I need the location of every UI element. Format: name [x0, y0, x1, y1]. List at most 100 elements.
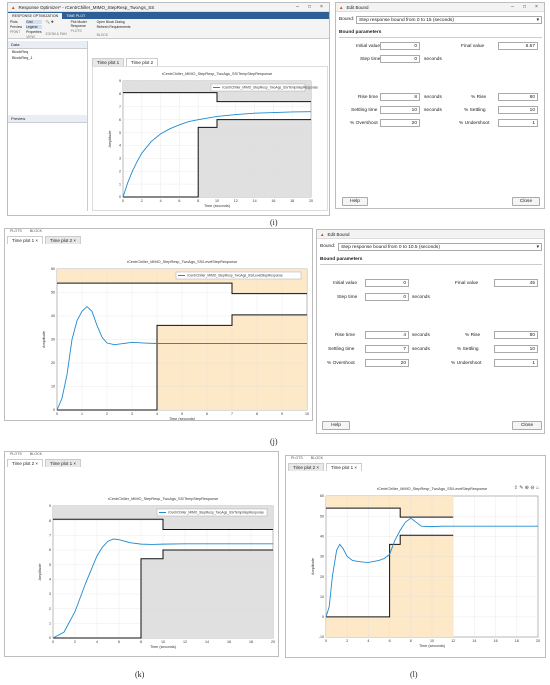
initial-value-label: Initial value	[356, 44, 380, 49]
properties-button[interactable]: Properties	[26, 30, 42, 34]
y-tick-label: 4	[119, 144, 121, 148]
x-tick-label: 6	[118, 640, 120, 644]
y-axis-label: Amplitude	[42, 331, 46, 348]
tab-time-plot-2[interactable]: Time plot 2 ×	[7, 459, 43, 467]
minimize-button[interactable]: –	[296, 4, 299, 10]
legend-button[interactable]: Legend	[26, 25, 42, 29]
grid-button[interactable]: Grid	[26, 20, 42, 24]
minimize-button[interactable]: –	[511, 4, 514, 10]
final-value-field[interactable]: 6.67	[498, 42, 538, 50]
y-axis-label: Amplitude	[311, 558, 315, 575]
y-tick-label: 9	[119, 79, 121, 83]
x-axis-label: Time (seconds)	[169, 417, 196, 421]
close-window-button[interactable]: ×	[320, 4, 323, 10]
y-tick-label: 3	[119, 157, 121, 161]
step-time-unit: seconds	[412, 295, 430, 300]
edit-bound-titlebar: ▲ Edit Bound – □ ×	[336, 3, 544, 12]
chart-k: rCentrChiller_MIMO_StepResp_TwoAgs_SS/Te…	[38, 497, 275, 649]
initial-value-field[interactable]: 0	[365, 279, 409, 287]
tab-time-plot-1[interactable]: Time plot 1	[92, 58, 125, 66]
rise-time-label: Rise time	[358, 95, 378, 100]
legend-label: rCentrChiller_MIMO_StepResp_TwoAgs_SS/Te…	[168, 511, 264, 515]
final-value-field[interactable]: 45	[494, 279, 538, 287]
pct-settling-field[interactable]: 10	[498, 106, 538, 114]
y-tick-label: 6	[119, 118, 121, 122]
tab-label: Time plot 1	[49, 461, 73, 466]
settling-time-field[interactable]: 10	[380, 106, 420, 114]
step-response-line	[52, 538, 273, 639]
preview-header: Preview	[8, 115, 87, 123]
x-tick-label: 10	[161, 640, 165, 644]
maximize-button[interactable]: □	[522, 4, 527, 10]
strip-tab-plots[interactable]: PLOTS	[10, 452, 22, 456]
tab-time-plot-2[interactable]: Time plot 2	[126, 58, 159, 66]
lower-bound-line	[326, 534, 454, 618]
rise-time-field[interactable]: 8	[380, 93, 420, 101]
pct-settling-label: % Settling	[457, 347, 479, 352]
pct-settling-field[interactable]: 10	[494, 345, 538, 353]
strip-tab-plots[interactable]: PLOTS	[10, 229, 22, 233]
x-tick-label: 14	[253, 199, 257, 203]
close-button[interactable]: Close	[512, 421, 542, 430]
y-axis-label: Amplitude	[108, 131, 112, 148]
strip-tab-plots[interactable]: PLOTS	[291, 456, 303, 460]
tab-time-plot-2[interactable]: Time plot 2 ×	[288, 463, 324, 471]
close-window-button[interactable]: ×	[535, 4, 538, 10]
y-tick-label: 7	[119, 105, 121, 109]
y-tick-label: 40	[51, 314, 55, 318]
rise-time-field[interactable]: 4	[365, 331, 409, 339]
step-time-field[interactable]: 0	[380, 55, 420, 63]
open-block-dialog-button[interactable]: Open Block Dialog	[96, 20, 125, 24]
strip-tab-block[interactable]: BLOCK	[310, 456, 323, 460]
bound-select[interactable]: Step response bound from 0 to 15 (second…	[356, 16, 542, 24]
x-tick-label: 9	[281, 412, 283, 416]
settling-time-unit: seconds	[424, 108, 442, 113]
tab-time-plot-1[interactable]: Time plot 1 ×	[44, 459, 81, 467]
data-item-blockreq[interactable]: BlockReq	[12, 50, 29, 54]
initial-value-field[interactable]: 0	[380, 42, 420, 50]
legend-box	[175, 271, 302, 280]
section-divider	[339, 37, 542, 38]
pct-rise-field[interactable]: 80	[494, 331, 538, 339]
pct-rise-field[interactable]: 80	[498, 93, 538, 101]
overshoot-field[interactable]: 20	[365, 359, 409, 367]
refresh-requirements-button[interactable]: Refresh Requirements	[96, 25, 131, 29]
overshoot-field[interactable]: 20	[380, 119, 420, 127]
y-tick-label: 5	[49, 563, 51, 567]
help-button[interactable]: Help	[342, 197, 368, 206]
tab-time-plot-1[interactable]: Time plot 1 ×	[325, 463, 362, 471]
strip-tab-block[interactable]: BLOCK	[29, 452, 42, 456]
y-tick-label: 30	[320, 555, 324, 559]
home-icon[interactable]: ⌂	[535, 485, 539, 491]
x-tick-label: 4	[160, 199, 162, 203]
tab-time-plot[interactable]: TIME PLOT	[66, 14, 86, 18]
step-response-line	[56, 305, 307, 411]
data-item-blockreq-1[interactable]: BlockReq_1	[12, 56, 33, 60]
tab-response-optimization[interactable]: RESPONSE OPTIMIZATION	[8, 13, 63, 19]
x-tick-label: 2	[346, 639, 348, 643]
group-label-plots: PLOTS	[70, 29, 82, 33]
zoom-icon[interactable]: 🔍 ✥	[45, 20, 54, 24]
undershoot-field[interactable]: 1	[494, 359, 538, 367]
zoom-in-icon[interactable]: ⊕	[524, 485, 529, 491]
strip-tab-block[interactable]: BLOCK	[29, 229, 42, 233]
undershoot-field[interactable]: 1	[498, 119, 538, 127]
print-button[interactable]: Plots	[10, 20, 18, 24]
close-button[interactable]: Close	[512, 197, 540, 206]
chevron-down-icon: ▾	[536, 245, 539, 250]
plot-model-button[interactable]: Plot Model Response	[70, 20, 87, 28]
help-button[interactable]: Help	[322, 421, 350, 430]
step-time-field[interactable]: 0	[365, 293, 409, 301]
preview-button[interactable]: Preview	[10, 25, 23, 29]
y-tick-label: 40	[320, 534, 324, 538]
settling-time-field[interactable]: 7	[365, 345, 409, 353]
maximize-button[interactable]: □	[307, 4, 312, 10]
bound-select[interactable]: Step response bound from 0 to 10.5 (seco…	[338, 243, 542, 251]
zoom-out-icon[interactable]: ⊖	[530, 485, 535, 491]
export-icon[interactable]: ⇪	[513, 485, 518, 491]
tab-time-plot-1[interactable]: Time plot 1 ×	[7, 236, 43, 244]
legend-box	[156, 508, 268, 517]
tab-time-plot-2[interactable]: Time plot 2 ×	[44, 236, 81, 244]
rise-time-unit: seconds	[424, 95, 442, 100]
brush-icon[interactable]: ✎	[519, 485, 524, 491]
